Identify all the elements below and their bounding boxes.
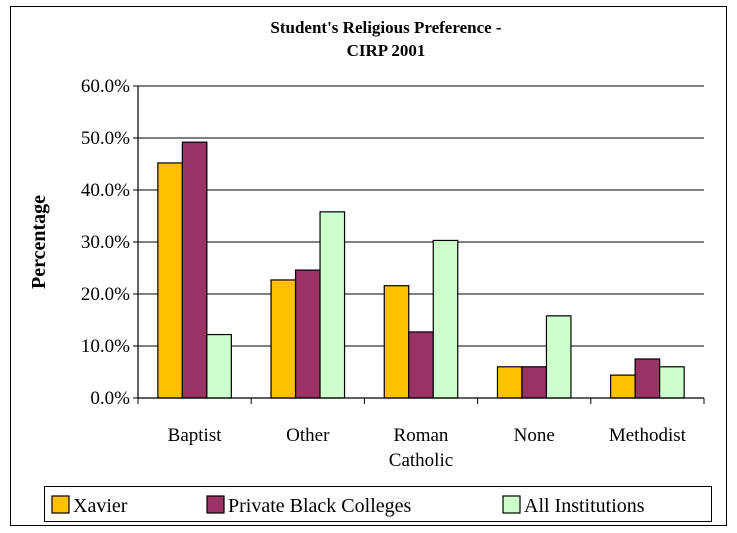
y-axis-label: Percentage: [28, 195, 50, 289]
bar: [294, 269, 321, 399]
legend-swatch: [51, 495, 70, 514]
bar: [545, 315, 572, 399]
bar: [610, 374, 636, 399]
x-category-label: Methodist: [609, 425, 687, 446]
legend-swatch: [502, 495, 521, 514]
bar: [270, 279, 297, 399]
x-category-label: Catholic: [389, 450, 453, 471]
bar: [157, 162, 183, 399]
chart-frame: Student's Religious Preference - CIRP 20…: [10, 6, 727, 526]
y-tick-label: 60.0%: [81, 76, 130, 97]
legend-label: All Institutions: [524, 495, 645, 517]
x-category-label: Other: [286, 425, 330, 446]
legend-label: Xavier: [73, 495, 128, 517]
x-category-label: None: [514, 425, 555, 446]
x-category-label: Roman: [394, 425, 449, 446]
bar: [521, 366, 548, 399]
chart-title-line-2: CIRP 2001: [347, 41, 426, 60]
bar: [432, 239, 459, 399]
x-category-label: Baptist: [168, 425, 223, 446]
y-tick-label: 30.0%: [81, 232, 130, 253]
bar: [496, 366, 523, 399]
y-tick-label: 20.0%: [81, 284, 130, 305]
bar: [383, 285, 410, 399]
legend: Xavier Private Black Colleges All Institut…: [44, 486, 712, 522]
y-tick-label: 40.0%: [81, 180, 130, 201]
bar: [319, 211, 346, 399]
bar: [659, 366, 685, 399]
y-tick-label: 10.0%: [81, 336, 130, 357]
y-tick-label: 50.0%: [81, 128, 130, 149]
legend-swatch: [206, 495, 225, 514]
legend-label: Private Black Colleges: [228, 495, 412, 517]
chart-svg: Student's Religious Preference - CIRP 20…: [28, 18, 705, 471]
bar: [206, 333, 232, 399]
bar: [181, 141, 208, 399]
chart-title-line-1: Student's Religious Preference -: [270, 18, 502, 37]
y-tick-label: 0.0%: [90, 388, 130, 409]
legend-svg: Xavier Private Black Colleges All Institut…: [51, 495, 645, 517]
bar: [408, 331, 434, 399]
bar: [634, 358, 661, 399]
